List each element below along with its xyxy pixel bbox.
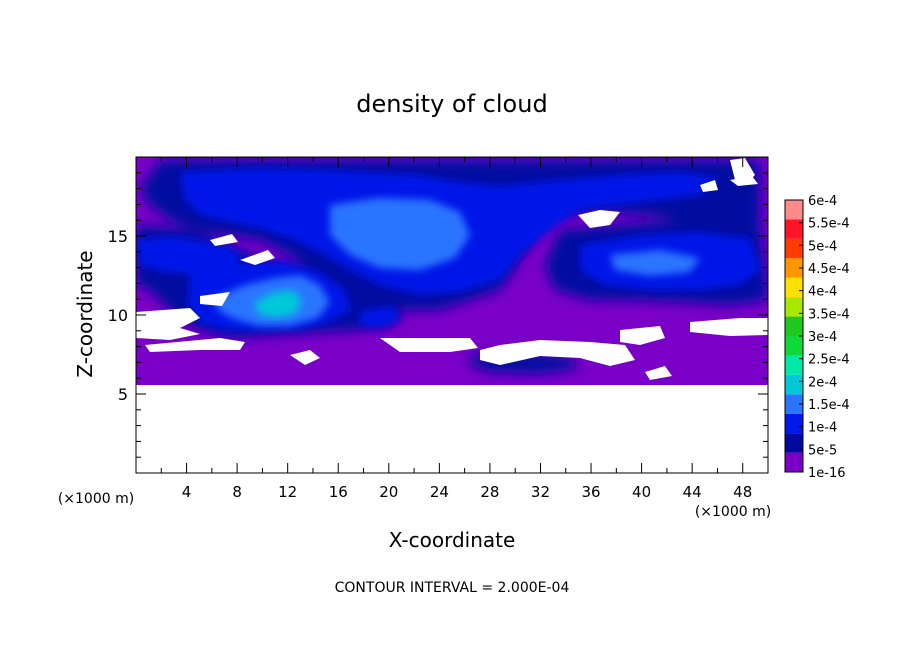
colorbar-swatch: [785, 355, 803, 375]
colorbar-label: 5.5e-4: [808, 217, 850, 232]
colorbar-swatch: [785, 316, 803, 336]
x-axis-label: X-coordinate: [389, 528, 516, 552]
x-tick-label: 16: [329, 483, 348, 501]
contour-interval-note: CONTOUR INTERVAL = 2.000E-04: [335, 580, 570, 596]
x-tick-label: 28: [480, 483, 499, 501]
colorbar-swatch: [785, 238, 803, 259]
colorbar-swatch: [785, 336, 803, 356]
x-tick-label: 48: [733, 483, 752, 501]
colorbar-label: 1.5e-4: [808, 398, 850, 413]
x-tick-label: 32: [531, 483, 550, 501]
colorbar: 1e-16 5e-5 1e-4 1.5e-4 2e-4 2.5e-4 3e-4 3.5e-4 4…: [784, 194, 850, 481]
x-tick-label: 24: [430, 483, 449, 501]
chart-title: density of cloud: [356, 90, 547, 118]
colorbar-label: 5e-4: [808, 239, 837, 254]
y-tick-label: 10: [108, 306, 128, 325]
contour-field: [136, 157, 768, 473]
colorbar-swatch: [785, 433, 803, 453]
z-unit-label: (×1000 m): [58, 491, 134, 507]
cloud-region-1e-4: [136, 236, 240, 275]
y-axis-label: Z-coordinate: [73, 250, 97, 377]
y-tick-label: 5: [118, 385, 128, 404]
colorbar-swatch: [785, 258, 803, 278]
colorbar-swatch: [785, 413, 803, 434]
colorbar-label: 1e-16: [808, 466, 846, 481]
colorbar-swatch: [785, 374, 803, 395]
x-tick-label: 44: [683, 483, 702, 501]
colorbar-label: 4.5e-4: [808, 262, 850, 277]
colorbar-label: 5e-5: [808, 443, 837, 458]
cloud-region-1e-4: [360, 306, 402, 328]
colorbar-label: 2e-4: [808, 375, 837, 390]
x-tick-label: 8: [232, 483, 242, 501]
x-axis: 4 8 12 16 20 24 28 32 36 40 44 48: [160, 157, 752, 501]
colorbar-label: 3e-4: [808, 330, 837, 345]
colorbar-swatch: [785, 219, 803, 239]
colorbar-swatch: [785, 452, 803, 472]
colorbar-label: 3.5e-4: [808, 307, 850, 322]
colorbar-swatch: [785, 200, 803, 220]
clear-air-gaps: [136, 158, 768, 473]
cloud-region-1.5e-4: [610, 250, 700, 276]
y-tick-label: 15: [108, 227, 128, 246]
cloud-region-2e-4: [255, 290, 302, 318]
x-tick-label: 12: [278, 483, 297, 501]
colorbar-label: 1e-4: [808, 421, 837, 436]
x-tick-label: 40: [632, 483, 651, 501]
x-tick-label: 4: [182, 483, 192, 501]
y-axis: 5 10 15: [108, 172, 768, 458]
colorbar-label: 2.5e-4: [808, 353, 850, 368]
x-tick-label: 20: [379, 483, 398, 501]
cloud-region-1.5e-4: [330, 198, 470, 270]
colorbar-swatch: [785, 297, 803, 317]
colorbar-swatch: [785, 277, 803, 298]
colorbar-label: 6e-4: [808, 194, 837, 209]
x-unit-label: (×1000 m): [695, 504, 771, 520]
colorbar-label: 4e-4: [808, 285, 837, 300]
x-tick-label: 36: [581, 483, 600, 501]
colorbar-swatch: [785, 394, 803, 414]
